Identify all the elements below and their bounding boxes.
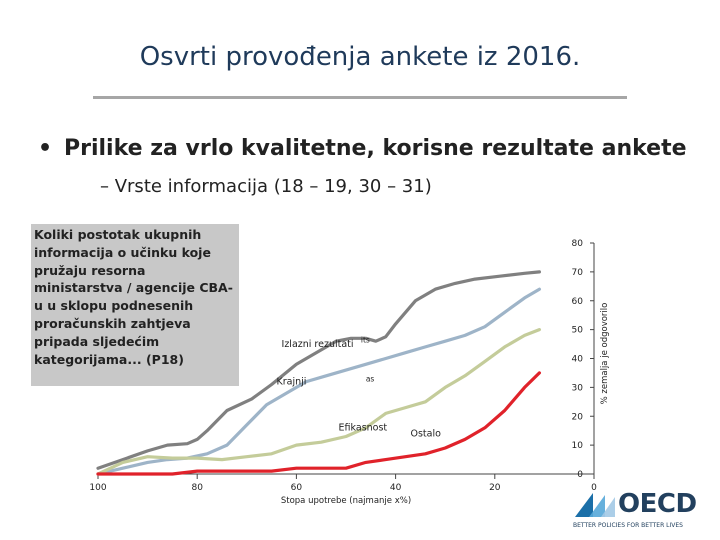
x-tick-label: 100	[89, 483, 106, 493]
series-line	[96, 270, 542, 470]
x-tick-label: 20	[489, 483, 501, 493]
y-tick-label: 20	[572, 412, 584, 422]
x-tick-label: 60	[291, 483, 303, 493]
y-axis-title: % zemalja je odgovorilo	[600, 303, 610, 405]
y-tick-label: 30	[572, 383, 584, 393]
series-annotation: as	[366, 375, 375, 384]
y-tick-label: 70	[572, 268, 584, 278]
title-divider	[93, 96, 627, 99]
series-annotation: Izlazni rezultati	[282, 339, 354, 350]
series-annotation: Ostalo	[410, 428, 441, 439]
bullet-primary: • Prilike za vrlo kvalitetne, korisne rez…	[38, 136, 687, 161]
series-annotation: Efikasnost	[339, 423, 388, 434]
y-tick-label: 80	[572, 239, 584, 249]
question-text: Koliki postotak ukupnih informacija o uč…	[34, 227, 233, 367]
series-annotation: its	[361, 336, 370, 345]
question-box	[31, 224, 239, 386]
series-line	[96, 328, 542, 476]
y-tick-label: 60	[572, 297, 584, 307]
oecd-logo-mark-icon	[575, 493, 615, 517]
bullet-marker: •	[38, 136, 53, 161]
bullet-secondary: – Vrste informacija (18 – 19, 30 – 31)	[100, 176, 432, 197]
series-line	[96, 371, 542, 476]
oecd-logo-word: OECD	[618, 489, 697, 519]
y-tick-label: 10	[572, 441, 584, 451]
x-tick-label: 80	[191, 483, 203, 493]
x-tick-label: 0	[591, 483, 597, 493]
x-tick-label: 40	[390, 483, 402, 493]
oecd-logo-tagline: BETTER POLICIES FOR BETTER LIVES	[573, 522, 683, 529]
x-axis-title: Stopa upotrebe (najmanje x%)	[281, 496, 411, 506]
slide-title: Osvrti provođenja ankete iz 2016.	[139, 42, 581, 72]
bullet-primary-text: Prilike za vrlo kvalitetne, korisne rezu…	[64, 136, 687, 161]
y-tick-label: 0	[577, 470, 583, 480]
series-annotation: Krajnji	[277, 376, 307, 387]
y-tick-label: 50	[572, 326, 584, 336]
y-tick-label: 40	[572, 355, 584, 365]
